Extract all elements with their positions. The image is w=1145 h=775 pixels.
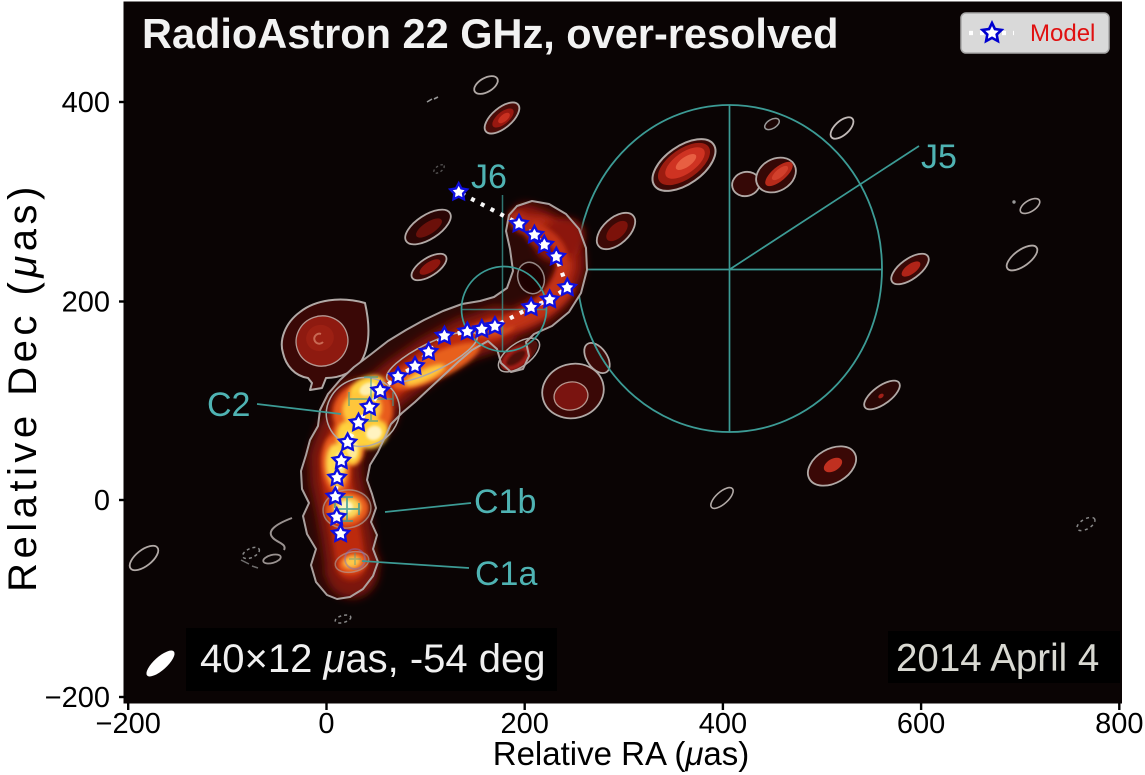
svg-text:40×12 μas, -54 deg: 40×12 μas, -54 deg (200, 637, 546, 681)
svg-text:600: 600 (897, 708, 945, 740)
svg-text:C1b: C1b (474, 483, 536, 521)
svg-text:J5: J5 (921, 138, 957, 176)
svg-text:400: 400 (62, 87, 110, 119)
svg-text:Relative Dec (μas): Relative Dec (μas) (1, 182, 45, 592)
svg-text:C1a: C1a (475, 555, 537, 593)
svg-text:RadioAstron 22 GHz, over-resol: RadioAstron 22 GHz, over-resolved (142, 10, 838, 57)
svg-text:0: 0 (318, 708, 334, 740)
svg-text:200: 200 (62, 287, 110, 319)
svg-text:J6: J6 (471, 158, 507, 196)
svg-text:800: 800 (1095, 708, 1143, 740)
svg-text:400: 400 (699, 708, 747, 740)
svg-text:0: 0 (94, 485, 110, 517)
svg-text:−200: −200 (45, 682, 110, 714)
svg-text:Model: Model (1030, 20, 1095, 47)
svg-text:C2: C2 (207, 386, 250, 424)
svg-text:200: 200 (501, 708, 549, 740)
svg-text:2014 April 4: 2014 April 4 (896, 637, 1099, 680)
svg-text:Relative RA (μas): Relative RA (μas) (493, 735, 750, 772)
svg-text:−200: −200 (96, 708, 161, 740)
